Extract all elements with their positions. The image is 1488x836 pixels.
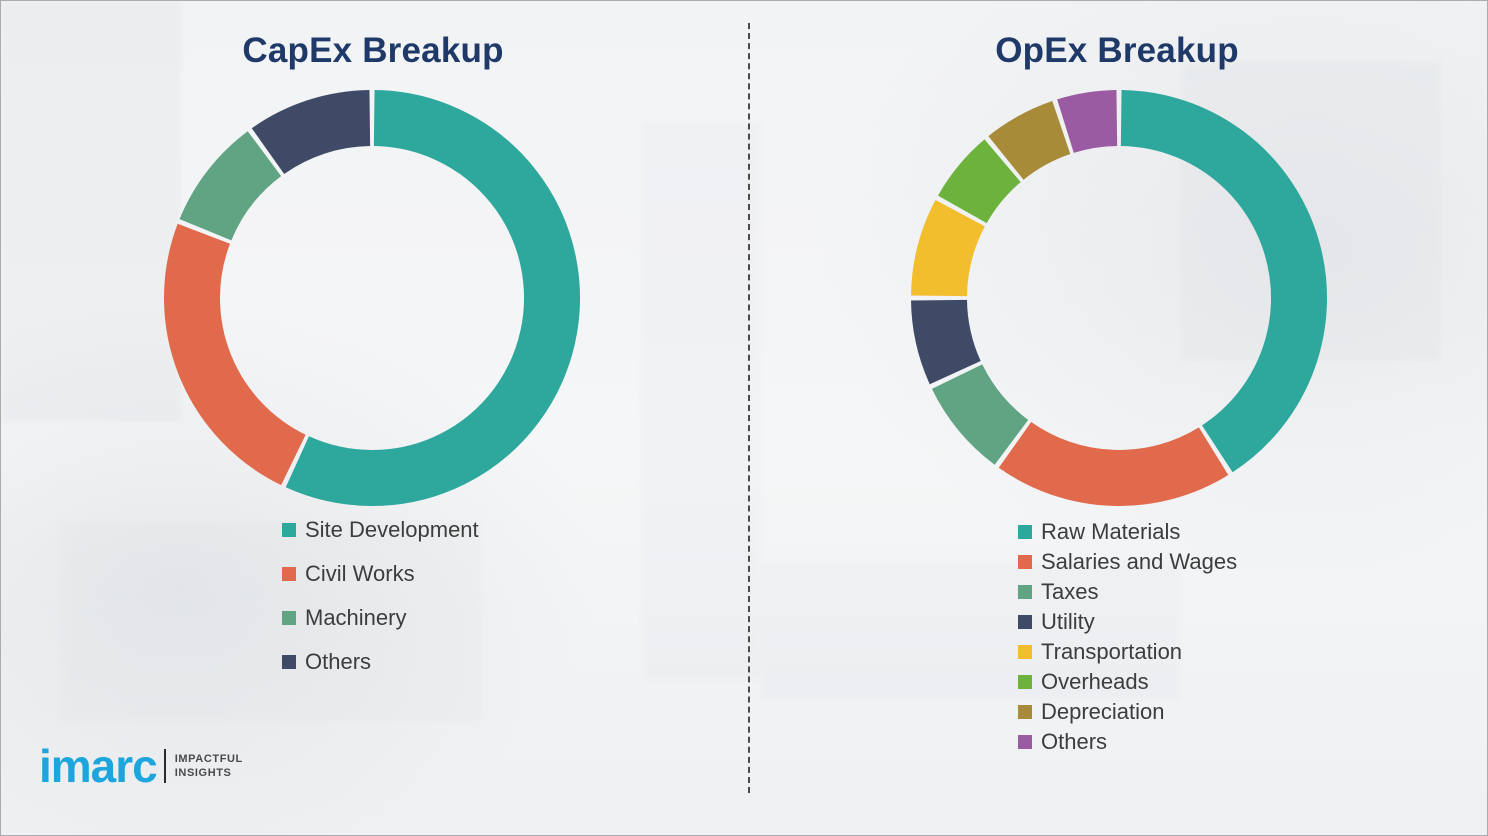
legend-item-machinery: Machinery	[282, 603, 479, 633]
donut-segment-raw-materials	[1120, 90, 1327, 473]
dashed-divider	[748, 23, 750, 793]
logo-separator	[163, 749, 166, 783]
background-texture	[1, 1, 181, 421]
imarc-logo: imarc IMPACTFUL INSIGHTS	[39, 743, 243, 789]
background-texture	[61, 521, 481, 721]
legend-item-civil-works: Civil Works	[282, 559, 479, 589]
legend-label: Overheads	[1041, 669, 1149, 694]
legend-item-others: Others	[282, 647, 479, 677]
legend-label: Raw Materials	[1041, 519, 1181, 544]
donut-segment-depreciation	[988, 100, 1071, 181]
logo-tagline-line1: IMPACTFUL	[174, 752, 243, 765]
legend-swatch	[1018, 705, 1032, 719]
legend-item-others: Others	[1018, 727, 1237, 757]
background-texture	[761, 561, 1181, 701]
opex-legend: Raw Materials Salaries and Wages Taxes Util…	[1018, 517, 1237, 757]
legend-item-depreciation: Depreciation	[1018, 697, 1237, 727]
legend-swatch	[1018, 555, 1032, 569]
background-texture	[641, 121, 761, 681]
donut-segment-utility	[911, 299, 981, 385]
legend-label: Others	[1041, 729, 1108, 754]
capex-legend: Site Development Civil Works Machinery Othe…	[282, 515, 479, 691]
legend-item-overheads: Overheads	[1018, 667, 1237, 697]
legend-item-salaries-and-wages: Salaries and Wages	[1018, 547, 1237, 577]
legend-swatch	[282, 523, 296, 537]
legend-label: Utility	[1041, 609, 1095, 634]
legend-swatch	[282, 567, 296, 581]
logo-tagline: IMPACTFUL INSIGHTS	[175, 752, 243, 781]
opex-donut-chart	[911, 90, 1327, 506]
legend-label: Site Development	[305, 517, 479, 542]
legend-item-taxes: Taxes	[1018, 577, 1237, 607]
donut-segment-machinery	[179, 131, 282, 242]
legend-label: Civil Works	[305, 561, 415, 586]
donut-segment-site-development	[285, 90, 580, 506]
donut-segment-salaries-and-wages	[998, 421, 1229, 506]
donut-segment-overheads	[937, 139, 1022, 224]
legend-swatch	[282, 611, 296, 625]
legend-label: Salaries and Wages	[1041, 549, 1238, 574]
legend-swatch	[282, 655, 296, 669]
legend-item-site-development: Site Development	[282, 515, 479, 545]
legend-swatch	[1018, 585, 1032, 599]
legend-label: Transportation	[1041, 639, 1183, 664]
legend-swatch	[1018, 615, 1032, 629]
donut-segment-transportation	[911, 200, 986, 297]
legend-label: Depreciation	[1041, 699, 1165, 724]
opex-chart-title: OpEx Breakup	[995, 31, 1239, 70]
donut-segment-others	[1057, 90, 1118, 154]
legend-swatch	[1018, 645, 1032, 659]
donut-segment-taxes	[931, 363, 1029, 465]
donut-segment-civil-works	[164, 223, 307, 486]
legend-item-raw-materials: Raw Materials	[1018, 517, 1237, 547]
capex-donut-chart	[164, 90, 580, 506]
legend-swatch	[1018, 675, 1032, 689]
legend-item-utility: Utility	[1018, 607, 1237, 637]
legend-label: Taxes	[1041, 579, 1099, 604]
imarc-logo-text: imarc	[39, 740, 158, 792]
legend-swatch	[1018, 735, 1032, 749]
legend-item-transportation: Transportation	[1018, 637, 1237, 667]
donut-segment-others	[251, 90, 371, 175]
legend-label: Others	[305, 649, 372, 674]
legend-swatch	[1018, 525, 1032, 539]
legend-label: Machinery	[305, 605, 407, 630]
logo-tagline-line2: INSIGHTS	[174, 767, 232, 779]
capex-chart-title: CapEx Breakup	[242, 31, 504, 70]
